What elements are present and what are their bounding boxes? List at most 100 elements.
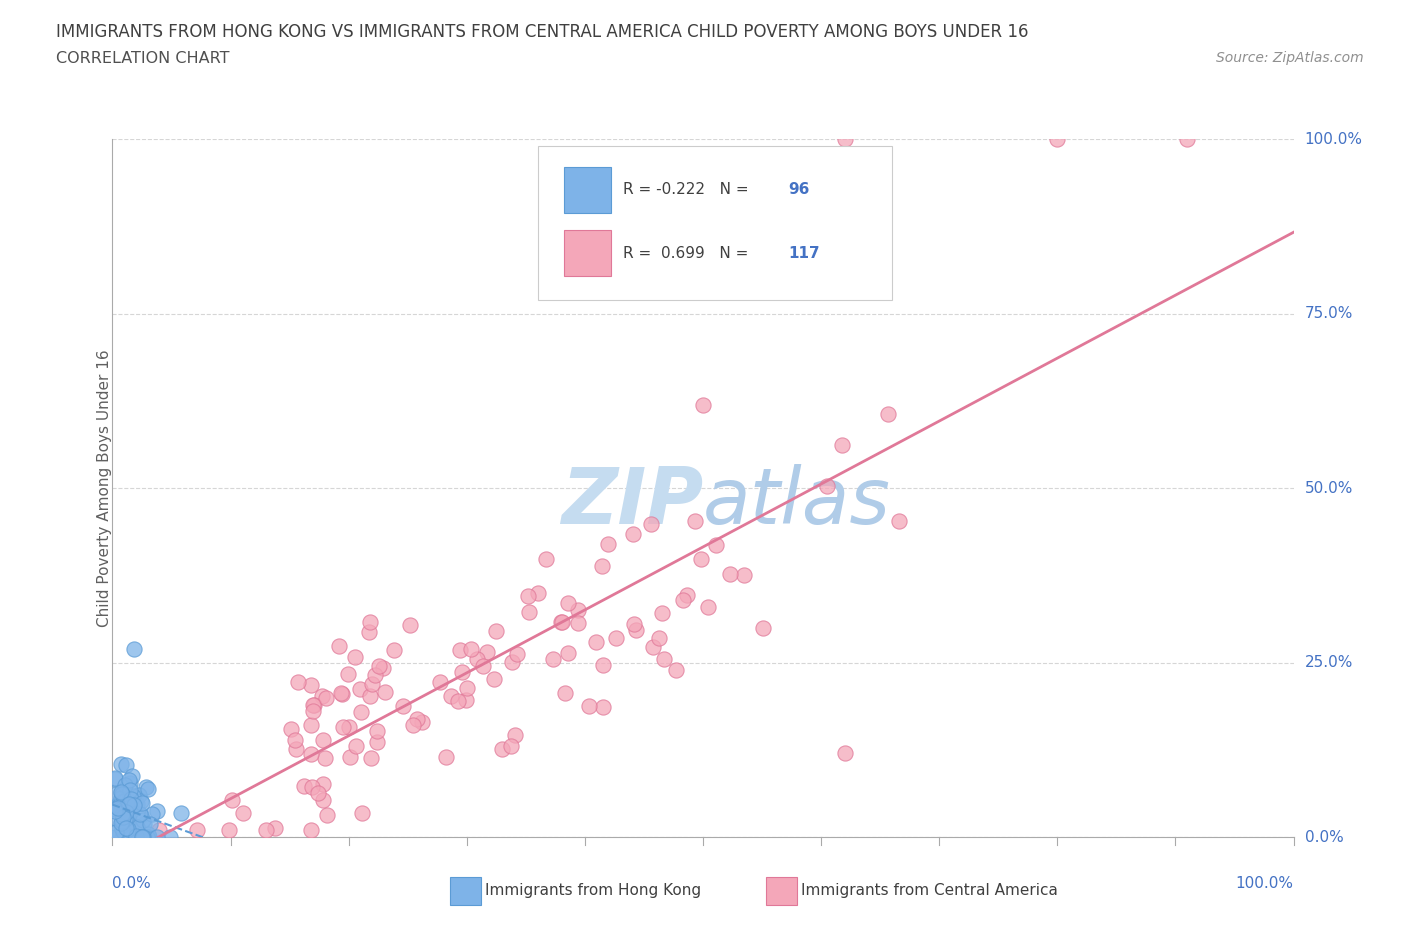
Point (337, 720, 360, 735)
Point (110, 785, 132, 800)
Point (110, 757, 132, 772)
Point (104, 772, 127, 787)
Point (557, 646, 579, 661)
Point (112, 806, 135, 821)
Point (131, 830, 153, 844)
Point (107, 830, 129, 844)
Text: 0.0%: 0.0% (1305, 830, 1343, 844)
Point (517, 604, 540, 619)
Point (877, 406, 900, 421)
Point (122, 789, 145, 804)
Point (366, 735, 388, 750)
Bar (564, 167, 610, 213)
Point (139, 816, 162, 830)
Point (578, 698, 600, 713)
Point (114, 777, 136, 792)
Point (148, 823, 170, 837)
Point (125, 797, 148, 812)
Point (132, 830, 155, 844)
Point (302, 698, 325, 712)
Point (110, 805, 132, 820)
Point (110, 816, 132, 830)
Point (454, 693, 477, 708)
Point (280, 721, 302, 736)
Point (134, 830, 156, 844)
Point (111, 806, 134, 821)
Point (114, 826, 136, 841)
Point (485, 623, 508, 638)
Text: 25.0%: 25.0% (1305, 655, 1353, 671)
Point (374, 685, 396, 700)
Point (124, 790, 146, 805)
Point (110, 786, 132, 801)
Point (118, 796, 141, 811)
Point (112, 802, 135, 817)
Point (136, 781, 159, 796)
Point (115, 804, 138, 819)
Point (651, 605, 673, 620)
Point (131, 830, 153, 844)
Point (434, 750, 457, 764)
Point (115, 830, 138, 844)
Point (141, 807, 163, 822)
Point (307, 785, 329, 800)
Point (114, 811, 136, 826)
Point (475, 644, 498, 659)
Point (733, 567, 755, 582)
Point (120, 790, 142, 804)
Point (302, 698, 325, 712)
Point (621, 526, 644, 541)
Point (585, 635, 607, 650)
Point (683, 513, 706, 528)
Point (120, 776, 142, 790)
Point (501, 655, 523, 670)
Point (232, 805, 254, 820)
Point (517, 589, 540, 604)
Text: 100.0%: 100.0% (1236, 876, 1294, 891)
Point (120, 791, 142, 806)
Y-axis label: Child Poverty Among Boys Under 16: Child Poverty Among Boys Under 16 (97, 350, 111, 627)
Point (406, 711, 429, 726)
Text: 0.0%: 0.0% (112, 876, 152, 891)
Point (456, 680, 478, 695)
Point (115, 817, 138, 832)
Point (330, 687, 353, 702)
Point (287, 675, 309, 690)
Point (491, 742, 513, 757)
Point (402, 718, 425, 733)
Point (623, 617, 645, 631)
Point (349, 682, 371, 697)
Point (114, 807, 136, 822)
Point (104, 800, 127, 815)
Point (159, 830, 181, 844)
Point (429, 675, 451, 690)
Point (125, 822, 148, 837)
Point (392, 698, 415, 713)
Point (254, 823, 277, 837)
Point (120, 796, 142, 811)
Point (592, 658, 614, 672)
Point (692, 397, 714, 412)
Point (567, 616, 589, 631)
Point (129, 793, 152, 808)
Point (328, 638, 350, 653)
Point (834, 746, 856, 761)
Point (447, 694, 470, 709)
Text: 96: 96 (787, 182, 810, 197)
Point (117, 816, 139, 830)
Point (332, 720, 354, 735)
Point (367, 658, 389, 673)
Point (718, 566, 741, 581)
Point (536, 551, 558, 566)
Point (554, 685, 576, 700)
Point (330, 685, 353, 700)
Point (460, 642, 482, 657)
Point (112, 794, 135, 809)
Point (112, 814, 135, 829)
Point (104, 799, 127, 814)
Point (359, 625, 381, 640)
Point (315, 807, 337, 822)
Point (128, 830, 150, 844)
Text: R =  0.699   N =: R = 0.699 N = (623, 246, 754, 260)
Point (591, 558, 613, 573)
